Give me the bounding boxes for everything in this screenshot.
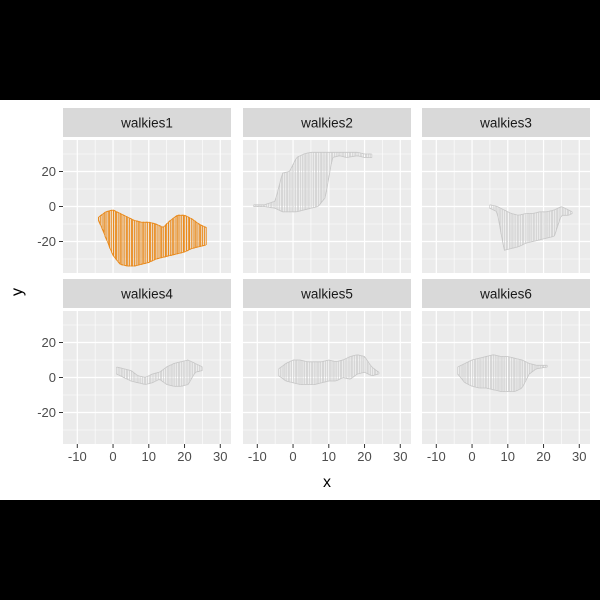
series-path-group xyxy=(253,151,373,213)
x-tick-label: -10 xyxy=(427,449,446,464)
series-lower-edge xyxy=(278,371,379,385)
axes: -20 0 20 -10 0 10 20 30 -20 0 20 -10 0 10 20 30 -10 0 10 20… xyxy=(37,164,586,464)
facet-strip-label: walkies3 xyxy=(479,116,532,131)
y-tick-label: 0 xyxy=(49,199,56,214)
series-lower-edge xyxy=(116,370,203,387)
x-tick-label: 30 xyxy=(572,449,586,464)
series-upper-edge xyxy=(253,151,372,206)
series-path-group xyxy=(116,359,203,387)
series-path-group xyxy=(278,354,380,385)
x-tick-label: 10 xyxy=(322,449,336,464)
series-path-group xyxy=(457,354,548,392)
facet-strip xyxy=(422,108,590,137)
x-tick-label: 10 xyxy=(142,449,156,464)
facet-strip xyxy=(243,279,411,308)
facet-walkies4: walkies4 xyxy=(63,279,231,444)
x-tick-label: 20 xyxy=(177,449,191,464)
facet-strip-label: walkies4 xyxy=(120,287,173,302)
series-lower-edge xyxy=(457,366,548,392)
y-tick-label: -20 xyxy=(37,405,56,420)
series-upper-edge xyxy=(116,359,203,378)
facet-walkies1: walkies1 xyxy=(63,108,231,273)
facet-panels: walkies1 walkies2 walkies3 walkies4 walkies5… xyxy=(63,108,590,444)
x-tick-label: 20 xyxy=(536,449,550,464)
y-tick-label: 20 xyxy=(42,335,56,350)
x-tick-label: 0 xyxy=(109,449,116,464)
series-upper-edge xyxy=(457,354,548,368)
x-tick-label: 0 xyxy=(289,449,296,464)
series-line-walkies5 xyxy=(278,354,380,385)
x-tick-label: -10 xyxy=(68,449,87,464)
facet-strip-label: walkies2 xyxy=(300,116,353,131)
x-tick-label: 0 xyxy=(468,449,475,464)
facet-strip xyxy=(422,279,590,308)
facet-strip-label: walkies1 xyxy=(120,116,173,131)
series-lower-edge xyxy=(98,220,207,267)
series-upper-edge xyxy=(278,354,380,373)
facet-strip-label: walkies6 xyxy=(479,287,532,302)
facet-walkies6: walkies6 xyxy=(422,279,590,444)
x-tick-label: 30 xyxy=(393,449,407,464)
y-tick-label: 0 xyxy=(49,370,56,385)
y-axis-title: y xyxy=(9,288,26,296)
y-tick-label: 20 xyxy=(42,164,56,179)
series-upper-edge xyxy=(98,209,207,228)
x-tick-label: 30 xyxy=(213,449,227,464)
facet-walkies3: walkies3 xyxy=(422,108,590,273)
facet-walkies5: walkies5 xyxy=(243,279,411,444)
series-line-walkies1 xyxy=(98,209,207,267)
facet-strip xyxy=(63,108,231,137)
facet-strip xyxy=(63,279,231,308)
facet-strip xyxy=(243,108,411,137)
series-lower-edge xyxy=(253,155,372,213)
series-lower-edge xyxy=(489,207,573,251)
series-path-group xyxy=(98,209,207,267)
x-tick-label: 20 xyxy=(357,449,371,464)
x-axis-title: x xyxy=(323,474,331,491)
series-path-group xyxy=(489,204,573,251)
x-tick-label: 10 xyxy=(501,449,515,464)
facet-walkies2: walkies2 xyxy=(243,108,411,273)
y-tick-label: -20 xyxy=(37,234,56,249)
facet-strip-label: walkies5 xyxy=(300,287,353,302)
x-tick-label: -10 xyxy=(248,449,267,464)
series-upper-edge xyxy=(489,204,573,216)
